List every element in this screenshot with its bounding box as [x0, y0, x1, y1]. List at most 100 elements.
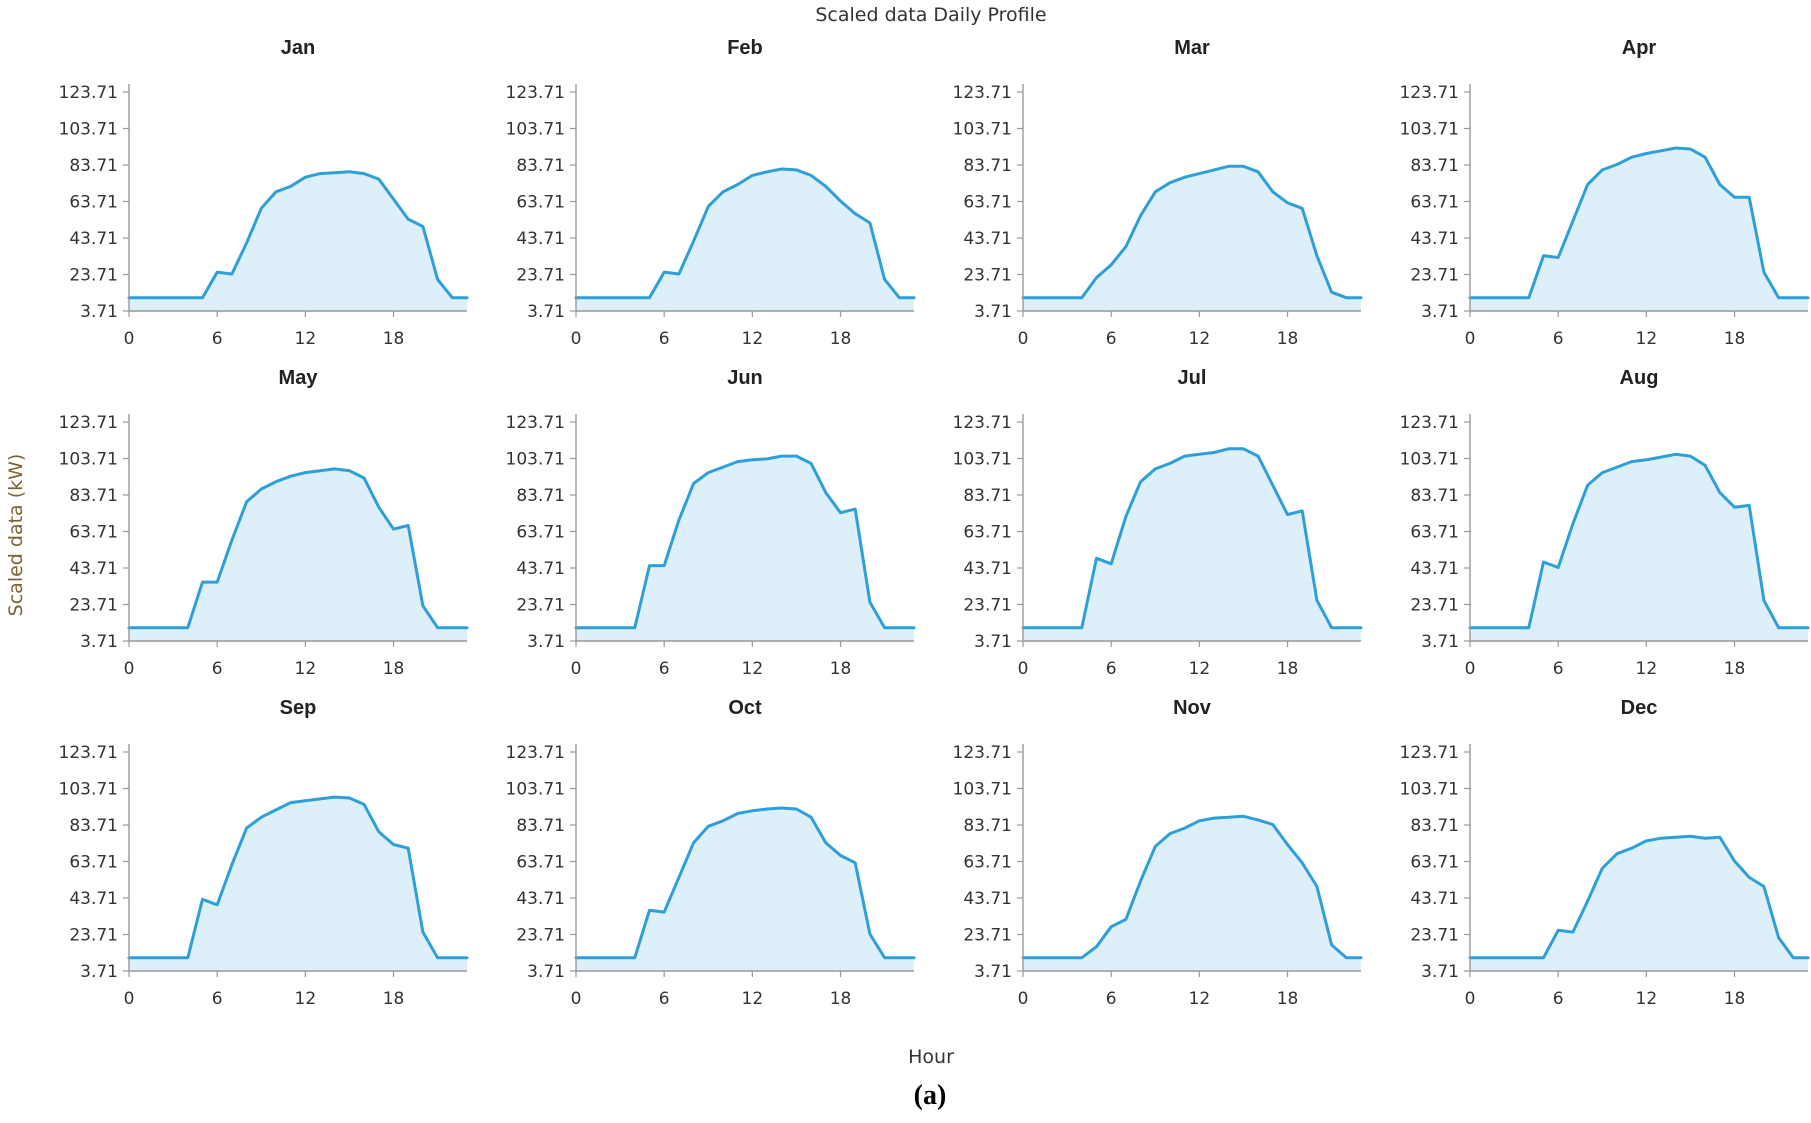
x-tick-label: 6: [659, 659, 670, 679]
series-area: [1023, 166, 1361, 311]
x-tick-label: 18: [830, 659, 852, 679]
series-line: [127, 467, 469, 630]
x-tick-label: 18: [383, 659, 405, 679]
x-tick-label: 0: [124, 329, 135, 349]
y-tick-label: 123.71: [953, 83, 1012, 103]
y-tick-label: 83.71: [1410, 816, 1459, 836]
series-area: [1023, 448, 1361, 641]
x-tick-label: 12: [295, 659, 317, 679]
y-tick-label: 123.71: [953, 743, 1012, 763]
y-tick-label: 3.71: [1421, 302, 1459, 322]
series-area: [1470, 836, 1808, 971]
x-tick-label: 0: [1018, 989, 1029, 1009]
x-tick-label: 0: [1465, 329, 1476, 349]
x-tick-label: 12: [1636, 989, 1658, 1009]
series-area: [129, 468, 467, 641]
y-tick-label: 43.71: [1410, 229, 1459, 249]
y-tick-label: 103.71: [953, 780, 1012, 800]
y-tick-label: 3.71: [80, 962, 118, 982]
y-tick-label: 23.71: [1410, 596, 1459, 616]
y-tick-label: 123.71: [59, 83, 118, 103]
x-tick-label: 18: [383, 989, 405, 1009]
y-tick-label: 83.71: [69, 486, 118, 506]
x-tick-label: 0: [571, 329, 582, 349]
y-tick-label: 3.71: [1421, 632, 1459, 652]
y-tick-label: 83.71: [516, 816, 565, 836]
y-tick-label: 123.71: [1400, 413, 1459, 433]
y-tick-label: 3.71: [974, 632, 1012, 652]
panel-jul: Jul 3.71 23.71 43.71 63.71 83.71 103.71 123.71 0…: [953, 367, 1363, 679]
y-tick-label: 23.71: [963, 266, 1012, 286]
y-tick-label: 63.71: [516, 523, 565, 543]
series-area: [1470, 454, 1808, 641]
y-tick-label: 63.71: [69, 523, 118, 543]
panel-title: Oct: [728, 697, 762, 719]
y-tick-label: 23.71: [963, 926, 1012, 946]
y-tick-label: 123.71: [59, 413, 118, 433]
y-tick-label: 3.71: [80, 302, 118, 322]
y-tick-label: 83.71: [1410, 156, 1459, 176]
y-tick-label: 43.71: [69, 889, 118, 909]
y-tick-label: 3.71: [974, 962, 1012, 982]
y-tick-label: 43.71: [1410, 559, 1459, 579]
panel-oct: Oct 3.71 23.71 43.71 63.71 83.71 103.71 123.71 0…: [506, 697, 916, 1009]
y-tick-label: 83.71: [69, 156, 118, 176]
y-tick-label: 43.71: [69, 559, 118, 579]
panel-title: Aug: [1620, 367, 1659, 389]
y-tick-label: 23.71: [1410, 266, 1459, 286]
x-tick-label: 6: [659, 989, 670, 1009]
panel-dec: Dec 3.71 23.71 43.71 63.71 83.71 103.71 123.71 0…: [1400, 697, 1810, 1009]
x-tick-label: 18: [383, 329, 405, 349]
panel-may: May 3.71 23.71 43.71 63.71 83.71 103.71 123.71 0…: [59, 367, 469, 679]
x-tick-label: 0: [1465, 659, 1476, 679]
series-area: [129, 797, 467, 971]
series-area: [576, 169, 914, 311]
y-tick-label: 83.71: [963, 486, 1012, 506]
y-tick-label: 63.71: [1410, 193, 1459, 213]
y-tick-label: 43.71: [963, 889, 1012, 909]
series-area: [576, 456, 914, 641]
x-tick-label: 18: [1724, 989, 1746, 1009]
y-tick-label: 103.71: [59, 780, 118, 800]
panel-title: Sep: [280, 697, 317, 719]
y-tick-label: 103.71: [506, 450, 565, 470]
x-tick-label: 6: [212, 329, 223, 349]
x-tick-label: 18: [1724, 329, 1746, 349]
y-tick-label: 23.71: [963, 596, 1012, 616]
panel-jun: Jun 3.71 23.71 43.71 63.71 83.71 103.71 123.71 0…: [506, 367, 916, 679]
panel-apr: Apr 3.71 23.71 43.71 63.71 83.71 103.71 123.71 0…: [1400, 37, 1810, 349]
series-area: [576, 808, 914, 971]
panels-grid: Jan3.7123.7143.7163.7183.71103.71123.710…: [59, 37, 1810, 1009]
y-axis-title: Scaled data (kW): [5, 454, 27, 617]
panel-title: Dec: [1621, 697, 1658, 719]
y-tick-label: 3.71: [974, 302, 1012, 322]
series-line: [127, 795, 469, 960]
x-tick-label: 0: [571, 659, 582, 679]
panel-title: Jan: [281, 37, 315, 59]
y-tick-label: 123.71: [1400, 743, 1459, 763]
x-tick-label: 12: [742, 989, 764, 1009]
y-tick-label: 123.71: [506, 83, 565, 103]
x-tick-label: 6: [1106, 329, 1117, 349]
panel-title: Jul: [1178, 367, 1207, 389]
x-tick-label: 6: [1553, 659, 1564, 679]
x-tick-label: 6: [1106, 989, 1117, 1009]
series-line: [1468, 452, 1810, 630]
y-tick-label: 3.71: [527, 632, 565, 652]
series-line: [1021, 164, 1363, 300]
x-tick-label: 18: [830, 329, 852, 349]
y-tick-label: 3.71: [527, 302, 565, 322]
series-line: [1468, 834, 1810, 960]
series-line: [574, 454, 916, 630]
x-tick-label: 18: [1277, 659, 1299, 679]
y-tick-label: 63.71: [963, 193, 1012, 213]
x-axis-title: Hour: [908, 1046, 954, 1068]
x-tick-label: 0: [1018, 329, 1029, 349]
y-tick-label: 103.71: [59, 120, 118, 140]
series-line: [1021, 814, 1363, 960]
panel-jan: Jan 3.71 23.71 43.71 63.71 83.71 103.71 123.71 0…: [59, 37, 469, 349]
y-tick-label: 123.71: [506, 413, 565, 433]
y-tick-label: 83.71: [516, 156, 565, 176]
x-tick-label: 12: [742, 329, 764, 349]
y-tick-label: 23.71: [69, 596, 118, 616]
